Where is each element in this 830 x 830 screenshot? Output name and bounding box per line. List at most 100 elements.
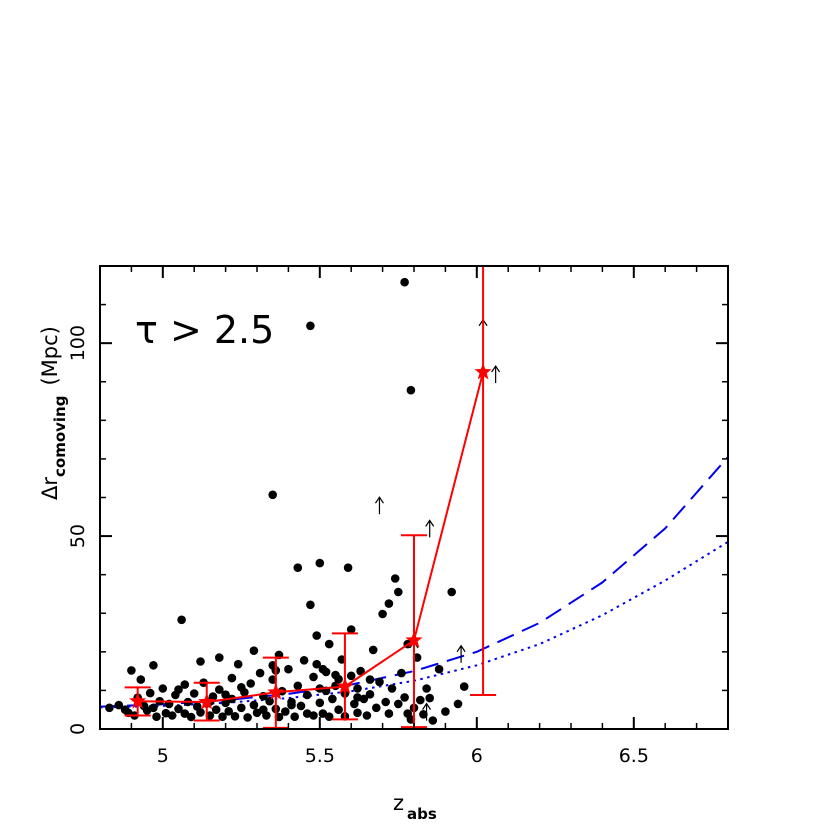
data-point (312, 631, 322, 640)
data-point (293, 681, 303, 691)
data-point (136, 675, 146, 684)
data-point (249, 700, 259, 710)
data-point (394, 699, 403, 709)
lower-limit-arrow (456, 644, 466, 663)
data-point (378, 609, 387, 619)
data-point (293, 563, 303, 572)
axes: 5 5.5 6 6.5 0 50 100 (67, 266, 728, 767)
data-point (397, 668, 406, 678)
data-point (416, 695, 425, 705)
data-point (306, 321, 315, 331)
data-point (324, 712, 334, 721)
data-point (312, 659, 322, 669)
data-point (419, 710, 428, 719)
data-point (441, 707, 450, 716)
y-axis-label-sub: comoving (51, 396, 69, 477)
data-point (281, 707, 290, 716)
data-point (328, 694, 337, 704)
data-point (149, 703, 158, 713)
data-point (453, 699, 463, 709)
data-point (145, 688, 155, 698)
data-point (353, 708, 362, 718)
y-axis-label-text: Δrcomoving (Mpc) (38, 326, 69, 500)
error-bar (331, 632, 358, 721)
data-point (384, 599, 394, 608)
data-point (189, 689, 199, 698)
data-point (158, 684, 168, 693)
data-point (406, 385, 416, 395)
x-tick-label: 6 (471, 745, 483, 767)
data-point (237, 683, 246, 692)
data-point (211, 705, 221, 714)
data-point (422, 684, 431, 693)
arrow-head (425, 519, 435, 527)
binned-star (198, 693, 216, 710)
data-point (353, 684, 362, 693)
data-point (315, 698, 325, 708)
data-point (180, 680, 190, 689)
data-point (215, 653, 224, 662)
data-point (343, 563, 353, 572)
data-point (196, 708, 205, 717)
data-point (246, 679, 255, 688)
plot-area (100, 266, 728, 729)
data-point (368, 645, 378, 655)
y-axis-label-main: Δr (38, 477, 62, 500)
data-point (105, 703, 114, 713)
y-axis-label-unit: (Mpc) (38, 326, 62, 385)
data-point (346, 671, 356, 681)
data-point (346, 625, 356, 634)
data-point (259, 705, 268, 714)
y-tick-label: 100 (67, 325, 89, 361)
arrow-head (422, 702, 432, 710)
binned-star (129, 692, 147, 709)
data-point (390, 574, 400, 583)
data-point (334, 674, 343, 684)
arrow-head (456, 644, 466, 653)
data-point (372, 703, 381, 713)
data-point (375, 677, 384, 687)
data-point (306, 600, 315, 610)
data-point (425, 693, 435, 703)
data-point (381, 697, 391, 707)
data-point (243, 713, 252, 722)
arrow-head (374, 496, 384, 504)
data-point (350, 699, 359, 709)
lower-limit-arrow (425, 519, 435, 538)
x-axis-label-main: z (393, 791, 404, 815)
data-point (268, 490, 278, 500)
lower-limit-arrow (374, 496, 384, 515)
tau-annotation: τ > 2.5 (135, 308, 274, 352)
arrow-head (491, 364, 501, 373)
data-point (230, 712, 240, 721)
data-point (186, 712, 196, 722)
y-axis-label: Δrcomoving (Mpc) (38, 326, 69, 500)
binned-series-line (137, 371, 485, 704)
data-point (309, 672, 318, 682)
data-point (290, 712, 300, 721)
lower-limit-arrow (422, 702, 432, 721)
data-point (233, 659, 243, 669)
data-point (296, 701, 306, 711)
data-point (274, 712, 284, 722)
y-tick-label: 0 (67, 723, 89, 735)
data-point (447, 587, 457, 597)
data-point (221, 690, 230, 699)
data-point (174, 704, 183, 714)
data-point (287, 700, 296, 710)
x-tick-label: 5.5 (305, 745, 335, 767)
x-axis-label-sub: abs (407, 805, 437, 823)
data-point (177, 615, 186, 625)
data-point (302, 690, 312, 700)
model-curve-dashed (100, 456, 728, 708)
data-point (315, 558, 325, 568)
data-point (167, 711, 177, 720)
lower-limit-arrow (491, 364, 501, 384)
data-point (324, 639, 334, 649)
data-point (400, 693, 409, 702)
data-point (152, 712, 161, 721)
data-point (400, 277, 409, 287)
data-point (284, 664, 293, 674)
data-point (428, 716, 438, 725)
